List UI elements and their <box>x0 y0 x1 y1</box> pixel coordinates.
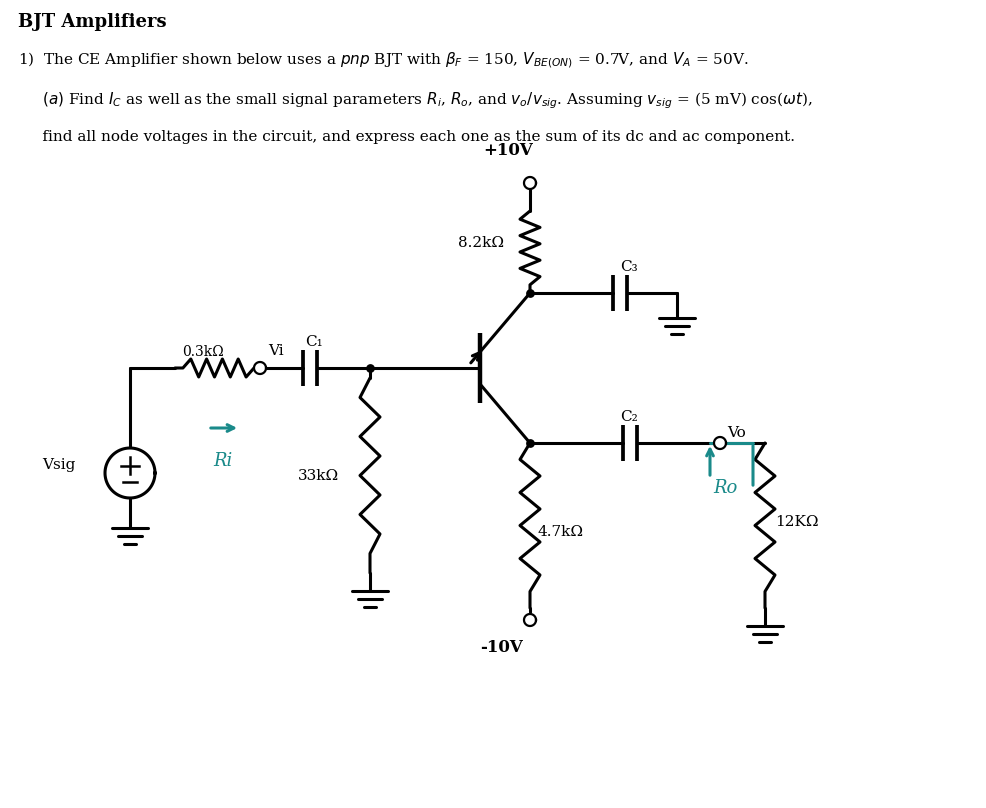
Text: Vo: Vo <box>727 426 745 440</box>
Text: Vi: Vi <box>268 344 283 358</box>
Text: C₂: C₂ <box>619 410 637 424</box>
Text: BJT Amplifiers: BJT Amplifiers <box>18 13 167 31</box>
Text: C₁: C₁ <box>305 335 322 349</box>
Text: 0.3kΩ: 0.3kΩ <box>182 345 224 359</box>
Text: 1)  The CE Amplifier shown below uses a $\it{pnp}$ BJT with $\beta_F$ = 150, $V_: 1) The CE Amplifier shown below uses a $… <box>18 50 747 69</box>
Text: +10V: +10V <box>482 142 532 159</box>
Text: -10V: -10V <box>480 639 523 656</box>
Text: 33kΩ: 33kΩ <box>298 469 339 483</box>
Text: find all node voltages in the circuit, and express each one as the sum of its dc: find all node voltages in the circuit, a… <box>18 130 794 144</box>
Text: $(a)$ Find $I_C$ as well as the small signal parameters $R_i$, $R_o$, and $v_o/v: $(a)$ Find $I_C$ as well as the small si… <box>18 90 811 111</box>
Text: C₃: C₃ <box>619 260 637 274</box>
Text: 8.2kΩ: 8.2kΩ <box>458 236 504 250</box>
Point <box>522 436 537 449</box>
Polygon shape <box>524 614 535 626</box>
Polygon shape <box>253 362 266 374</box>
Polygon shape <box>105 448 155 498</box>
Point <box>362 361 378 374</box>
Polygon shape <box>713 437 726 449</box>
Point <box>522 287 537 300</box>
Text: Vsig: Vsig <box>42 458 75 472</box>
Text: 4.7kΩ: 4.7kΩ <box>537 524 584 538</box>
Polygon shape <box>524 177 535 189</box>
Text: Ro: Ro <box>712 479 737 497</box>
Text: 12KΩ: 12KΩ <box>774 515 817 528</box>
Text: Ri: Ri <box>213 452 232 470</box>
